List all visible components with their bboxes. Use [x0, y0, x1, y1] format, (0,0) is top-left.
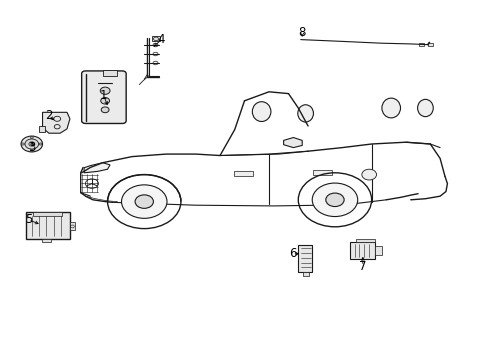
Circle shape [101, 98, 109, 104]
Circle shape [25, 139, 39, 149]
Bar [418, 43, 424, 46]
Circle shape [29, 142, 35, 146]
Bar [26, 212, 70, 239]
Text: 2: 2 [45, 109, 53, 122]
Circle shape [325, 193, 344, 207]
Text: 8: 8 [298, 26, 305, 39]
Circle shape [361, 169, 376, 180]
Circle shape [30, 136, 33, 139]
Circle shape [135, 195, 153, 208]
Polygon shape [283, 138, 302, 148]
Bar [151, 36, 160, 41]
Bar [355, 239, 374, 242]
Bar [41, 239, 51, 242]
Circle shape [21, 143, 24, 145]
Text: 6: 6 [288, 247, 296, 260]
Bar [102, 70, 117, 76]
Ellipse shape [252, 102, 270, 122]
Text: 3: 3 [28, 141, 36, 154]
Bar [349, 242, 374, 259]
Ellipse shape [297, 105, 313, 122]
Circle shape [100, 87, 110, 94]
Ellipse shape [381, 98, 400, 118]
Bar [374, 246, 381, 255]
Circle shape [21, 136, 42, 152]
Text: 7: 7 [358, 260, 366, 273]
Bar [312, 170, 331, 175]
Bar [70, 222, 75, 230]
Ellipse shape [417, 99, 432, 117]
Bar [298, 245, 311, 272]
Circle shape [39, 143, 42, 145]
Bar [427, 43, 432, 46]
Text: 4: 4 [157, 33, 165, 46]
Bar [33, 212, 62, 216]
Bar [302, 272, 308, 276]
FancyBboxPatch shape [81, 71, 126, 123]
Circle shape [30, 149, 33, 152]
Text: 1: 1 [100, 89, 107, 102]
Polygon shape [84, 163, 110, 173]
Circle shape [121, 185, 166, 218]
Text: 5: 5 [24, 213, 32, 226]
Circle shape [312, 183, 357, 217]
Bar [39, 126, 45, 132]
Circle shape [101, 107, 109, 113]
Bar [233, 171, 253, 176]
Polygon shape [42, 112, 70, 133]
